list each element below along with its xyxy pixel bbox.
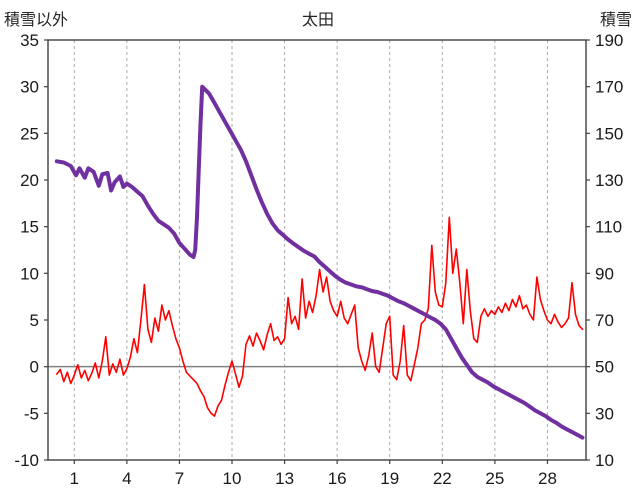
plot-frame xyxy=(47,39,587,461)
chart-header: 積雪以外 太田 積雪 xyxy=(4,6,632,29)
series-line-other-than-snow xyxy=(55,216,584,417)
tick-labels: -10-505101520253035103050709011013015017… xyxy=(14,31,623,488)
tick-label: 130 xyxy=(595,171,623,190)
tick-label: 90 xyxy=(595,264,614,283)
frame-group xyxy=(47,39,587,461)
tick-label: 35 xyxy=(20,31,39,50)
gridlines xyxy=(73,40,548,460)
tick-label: 30 xyxy=(595,404,614,423)
tick-label: 7 xyxy=(175,469,184,488)
chart-title: 太田 xyxy=(301,12,335,29)
tick-label: 30 xyxy=(20,78,39,97)
tick-label: 110 xyxy=(595,218,622,237)
tick-label: 150 xyxy=(595,124,623,143)
tick-label: 10 xyxy=(595,451,614,470)
tick-label: 20 xyxy=(20,171,39,190)
tick-label: 10 xyxy=(223,469,242,488)
tick-label: 50 xyxy=(595,358,614,377)
tick-label: 28 xyxy=(538,469,557,488)
tick-label: 22 xyxy=(433,469,452,488)
tick-label: 10 xyxy=(20,264,39,283)
right-axis-title: 積雪 xyxy=(599,12,632,29)
tick-label: 19 xyxy=(380,469,399,488)
series-line-snow-depth xyxy=(54,84,585,440)
tick-label: 5 xyxy=(30,311,39,330)
tick-label: 25 xyxy=(485,469,504,488)
tick-label: -10 xyxy=(14,451,39,470)
tick-label: -5 xyxy=(24,404,39,423)
tick-label: 4 xyxy=(122,469,131,488)
tick-label: 0 xyxy=(30,358,39,377)
tick-label: 15 xyxy=(20,218,39,237)
tick-label: 13 xyxy=(275,469,294,488)
series-other-than-snow xyxy=(55,216,584,417)
series-snow-depth xyxy=(54,84,585,440)
tick-marks xyxy=(44,39,590,464)
tick-label: 1 xyxy=(70,469,79,488)
tick-label: 70 xyxy=(595,311,614,330)
tick-label: 190 xyxy=(595,31,623,50)
left-axis-title: 積雪以外 xyxy=(4,12,69,29)
tick-label: 170 xyxy=(595,78,623,97)
tick-label: 25 xyxy=(20,124,39,143)
tick-label: 16 xyxy=(328,469,347,488)
